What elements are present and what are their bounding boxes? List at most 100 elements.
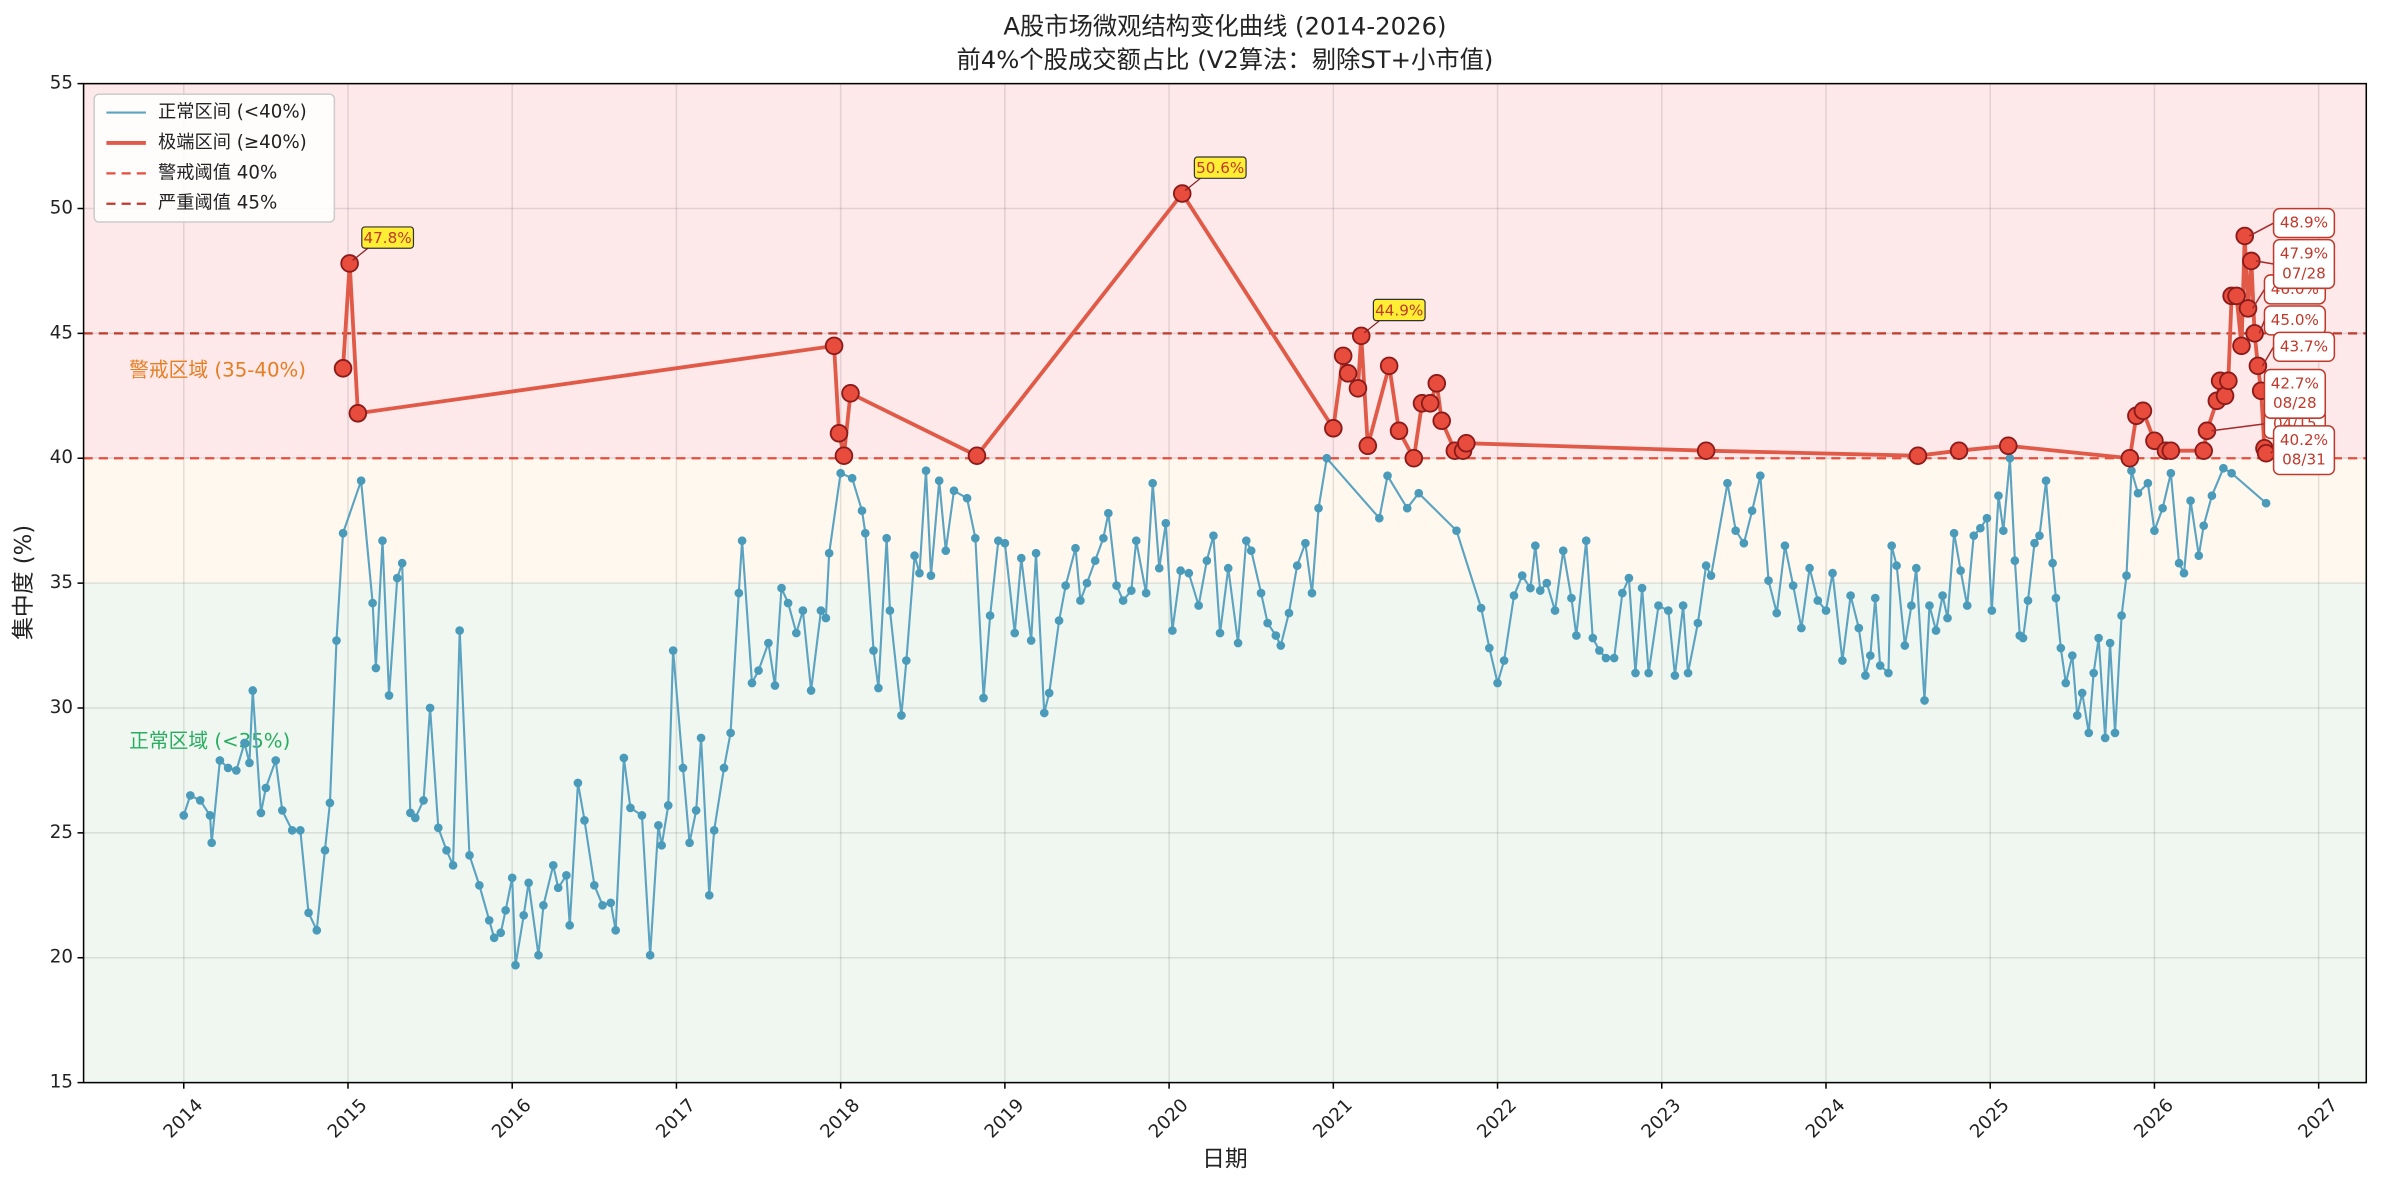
point [979, 693, 988, 703]
point [1780, 541, 1790, 550]
extreme-point [2120, 448, 2140, 468]
point [1414, 488, 1424, 498]
point [1828, 568, 1837, 578]
point [1535, 586, 1545, 595]
point [1485, 643, 1494, 653]
y-tick-label: 45 [50, 322, 73, 343]
point [1854, 623, 1864, 633]
point [2110, 728, 2120, 738]
annotation-box [2272, 207, 2336, 239]
point [2143, 478, 2153, 488]
point [1999, 526, 2008, 536]
annotation-date: 07/28 [2282, 264, 2326, 282]
point [1664, 606, 1673, 615]
chart-title: A股市场微观结构变化曲线 (2014-2026) [1003, 11, 1446, 40]
point [1016, 553, 1026, 563]
extreme-point [2245, 324, 2264, 343]
point [2030, 538, 2039, 548]
point [1572, 631, 1581, 640]
point [1148, 478, 1158, 488]
point [371, 663, 381, 673]
point [271, 756, 281, 765]
point [419, 796, 428, 805]
point [1374, 513, 1384, 523]
point [1307, 588, 1317, 598]
point [902, 656, 911, 665]
series-line [341, 190, 2268, 465]
point [207, 838, 217, 848]
point [654, 821, 663, 830]
point [1292, 561, 1302, 570]
point [860, 528, 870, 538]
annotation-arrow [2255, 260, 2274, 265]
point [2023, 596, 2033, 605]
point [501, 905, 510, 915]
annotation-label: 40.2% [2280, 431, 2328, 449]
point [926, 571, 936, 580]
point [1233, 638, 1243, 648]
point [1739, 538, 1749, 548]
point [2122, 571, 2131, 580]
point [962, 493, 972, 503]
point [2158, 503, 2167, 513]
annotation-box [1193, 156, 1247, 179]
extreme-point [1949, 441, 1969, 461]
point [1875, 661, 1885, 670]
y-axis-label: 集中度 (%) [11, 525, 37, 640]
point [847, 473, 857, 483]
point [287, 826, 297, 835]
point [2084, 728, 2094, 738]
extreme-point [2215, 386, 2235, 406]
point [783, 598, 793, 608]
extreme-point [2248, 356, 2268, 376]
point [248, 686, 258, 695]
point [1956, 566, 1965, 575]
extreme-point [2194, 441, 2213, 461]
point [511, 960, 520, 970]
x-tick-label: 2025 [1966, 1095, 2014, 1143]
y-tick-label: 20 [50, 947, 73, 968]
point [1256, 588, 1266, 598]
extreme-point [2238, 299, 2258, 318]
point [941, 546, 951, 555]
y-tick-label: 30 [50, 697, 73, 718]
point [754, 666, 763, 675]
point [2035, 531, 2044, 540]
point [1938, 591, 1947, 600]
point [1723, 478, 1732, 488]
point [857, 506, 867, 516]
point [215, 756, 225, 765]
extreme-point [1348, 379, 1368, 398]
point [1821, 606, 1831, 615]
point [1870, 593, 1880, 603]
point [824, 548, 834, 558]
extreme-point [1457, 433, 1476, 453]
point [1797, 623, 1806, 633]
point [1031, 548, 1041, 558]
point [985, 611, 995, 620]
extreme-point [2227, 286, 2246, 306]
annotation-label: 48.9% [2280, 214, 2328, 232]
point [1747, 506, 1757, 516]
point [1581, 536, 1591, 545]
point [1010, 628, 1020, 638]
point [2010, 556, 2020, 565]
x-tick-label: 2022 [1473, 1095, 1521, 1143]
zone-band [83, 458, 2367, 584]
point [691, 806, 701, 815]
point [1039, 708, 1049, 718]
point [1884, 668, 1893, 678]
point [1865, 651, 1875, 660]
point [1654, 601, 1663, 610]
point [1982, 513, 1992, 523]
point [484, 915, 494, 925]
point [245, 758, 254, 768]
y-tick-label: 40 [50, 447, 73, 468]
point [392, 573, 402, 583]
point [1588, 633, 1598, 643]
point [2127, 466, 2136, 476]
point [425, 703, 435, 713]
y-tick-label: 55 [50, 73, 73, 94]
point [1925, 601, 1934, 610]
point [1887, 541, 1897, 550]
